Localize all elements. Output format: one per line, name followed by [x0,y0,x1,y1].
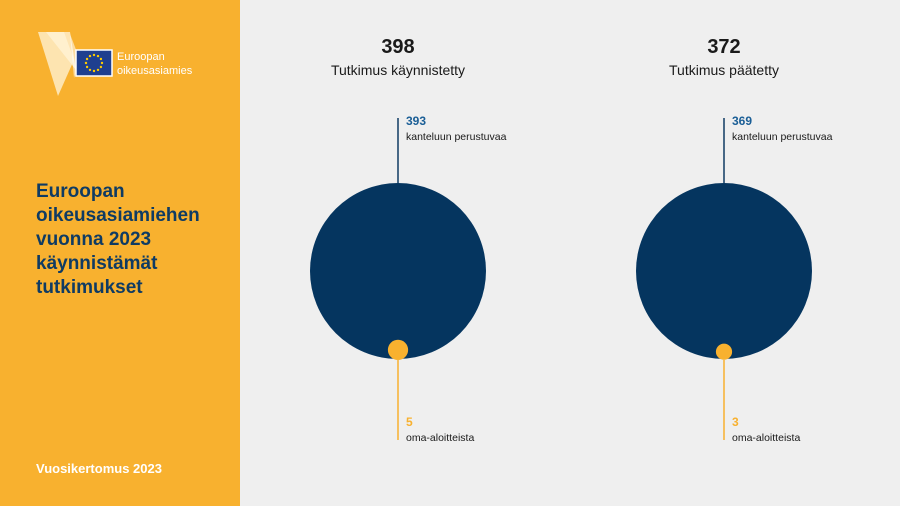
brand-name-line: Euroopan [117,51,165,63]
chart-title: Tutkimus päätetty [669,62,779,78]
data-label-text: kanteluun perustuvaa [732,131,833,143]
pie-slice-small [715,343,733,360]
chart-total-value: 372 [707,36,740,58]
eu-star-icon [100,61,104,65]
page-title-line: Euroopan [36,181,125,202]
brand-name-line: oikeusasiamies [117,65,193,77]
chart-total-value: 398 [381,36,414,58]
data-label-value: 393 [406,114,426,128]
eu-star-icon [92,53,96,57]
page-title: Euroopan oikeusasiamiehen vuonna 2023 kä… [36,180,226,300]
pie-slice-large [636,183,812,359]
page-title-line: käynnistämät [36,253,158,274]
eu-star-icon [99,65,103,69]
chevron-logo-icon [38,32,80,96]
brand-name: Euroopan oikeusasiamies [117,50,192,78]
eu-star-icon [84,61,88,65]
eu-star-icon [99,57,103,61]
eu-star-icon [85,65,89,69]
page-title-line: vuonna 2023 [36,229,152,250]
data-label-text: oma-aloitteista [732,432,800,444]
ombudsman-logo [38,32,113,96]
chart-title: Tutkimus käynnistetty [331,62,465,78]
page-title-line: tutkimukset [36,277,143,298]
data-label-value: 5 [406,415,413,429]
eu-star-icon [96,54,100,58]
data-label-value: 3 [732,415,739,429]
eu-flag-icon [75,49,113,77]
data-label-value: 369 [732,114,752,128]
pie-slice-large [310,183,486,359]
eu-star-icon [85,57,89,61]
eu-star-icon [92,69,96,73]
eu-star-icon [88,68,92,72]
eu-star-icon [96,68,100,72]
eu-star-icon [88,54,92,58]
report-footer: Vuosikertomus 2023 [36,461,162,476]
pie-slice-small [387,339,409,361]
data-label-text: oma-aloitteista [406,432,474,444]
page-title-line: oikeusasiamiehen [36,205,200,226]
sidebar: Euroopan oikeusasiamies Euroopan oikeusa… [0,0,240,506]
data-label-text: kanteluun perustuvaa [406,131,507,143]
